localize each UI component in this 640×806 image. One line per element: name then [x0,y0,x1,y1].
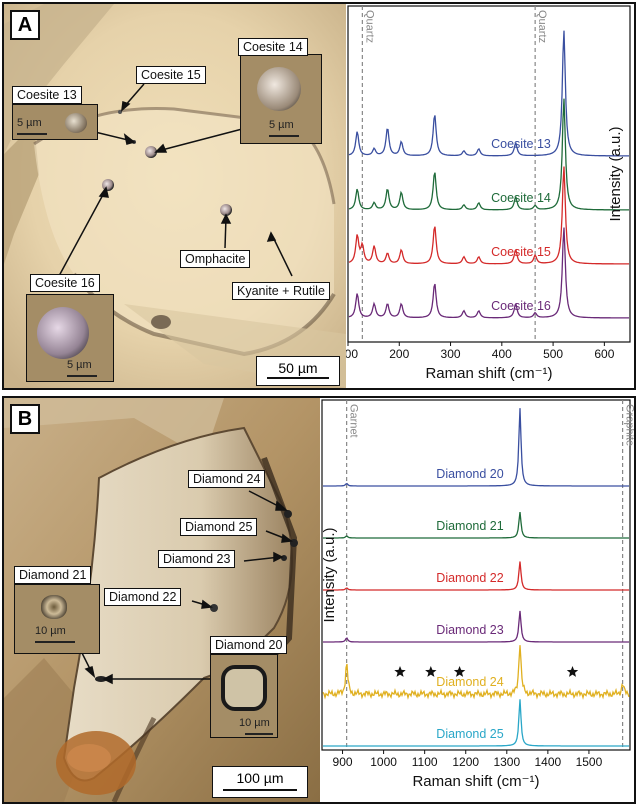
diamond-21-label: Diamond 21 [14,566,92,584]
diamond-21-inset: 10 µm [14,584,100,654]
series-line [323,699,629,747]
diamond-24-label: Diamond 24 [188,470,266,488]
series-line [323,512,629,539]
raman-spectrum-diamond: Garnet Graphite Diamond 20 Diamond 21 Diamon… [320,398,634,802]
panel-b: B Diamond 24 Diamond 25 Diamond 23 Diamo… [2,396,636,804]
coesite-15-label: Coesite 15 [136,66,206,84]
diamond-22-label: Diamond 22 [104,588,182,606]
diamond-20-inset: 10 µm [210,654,278,738]
series-line [323,408,629,487]
x-axis-label: Raman shift (cm⁻¹) [412,773,539,790]
x-tick-label: 400 [492,347,512,361]
coesite-13-inset: 5 µm [12,104,98,140]
x-tick-label: 100 [346,347,358,361]
coesite-16-label: Coesite 16 [30,274,100,292]
diamond-23-label: Diamond 23 [158,550,236,568]
coesite-14-inset: 5 µm [240,54,322,144]
series-line [348,30,629,157]
plot-frame [347,5,631,343]
panel-letter-a: A [10,10,40,40]
x-tick-label: 1300 [493,755,520,769]
series-label: Diamond 25 [436,727,503,741]
y-axis-label: Intensity (a.u.) [607,126,624,221]
raman-spectrum-coesite: Quartz Quartz Coesite 13 Coesite 14 Coesite … [346,4,634,388]
reference-label: Garnet [348,404,360,438]
diamond-20-label: Diamond 20 [210,636,288,654]
x-tick-label: 300 [441,347,461,361]
x-axis-label: Raman shift (cm⁻¹) [425,365,552,382]
scale-label: 10 µm [35,625,66,637]
plot-frame [321,399,631,751]
x-tick-label: 1200 [452,755,479,769]
series-label: Diamond 21 [436,519,503,533]
scale-label: 10 µm [239,717,270,729]
scale-label: 5 µm [67,359,92,371]
x-tick-label: 500 [543,347,563,361]
star-marker [425,666,437,677]
scale-bar-a: 50 µm [256,356,340,386]
x-tick-label: 1400 [535,755,562,769]
series-line [322,645,630,700]
scale-bar-line [223,789,297,791]
coesite-14-label: Coesite 14 [238,38,308,56]
series-line [323,561,629,591]
scale-bar-b: 100 µm [212,766,308,798]
scale-line [67,375,97,377]
series-label: Coesite 13 [491,137,551,151]
reference-label: Quartz [536,10,548,43]
kyanite-rutile-label: Kyanite + Rutile [232,282,330,300]
series-label: Coesite 16 [491,299,551,313]
x-tick-label: 900 [333,755,353,769]
coesite-13-label: Coesite 13 [12,86,82,104]
diamond-25-label: Diamond 25 [180,518,258,536]
scale-line [35,641,75,643]
series-line [348,98,629,211]
scale-bar-line [267,377,329,379]
x-tick-label: 1500 [576,755,603,769]
series-line [323,610,629,643]
scale-bar-label: 50 µm [278,360,318,376]
scale-bar-label: 100 µm [236,770,284,786]
y-axis-label: Intensity (a.u.) [321,527,338,622]
series-label: Coesite 14 [491,191,551,205]
reference-label: Quartz [363,10,375,43]
x-tick-label: 200 [389,347,409,361]
x-tick-label: 1100 [412,755,438,769]
scale-line [269,135,299,137]
star-marker [394,666,406,677]
series-label: Coesite 15 [491,245,551,259]
scale-line [245,733,273,735]
series-label: Diamond 23 [436,623,503,637]
star-marker [566,666,579,677]
star-marker [453,666,466,677]
scale-label: 5 µm [269,119,294,131]
panel-letter-b: B [10,404,40,434]
series-label: Diamond 24 [436,675,503,689]
series-label: Diamond 20 [436,467,503,481]
series-line [348,166,629,265]
scale-label: 5 µm [17,117,42,129]
coesite-16-inset: 5 µm [26,294,114,382]
omphacite-label: Omphacite [180,250,251,268]
scale-line [17,133,47,135]
x-tick-label: 600 [594,347,614,361]
series-label: Diamond 22 [436,571,503,585]
x-tick-label: 1000 [370,755,397,769]
reference-label: Graphite [624,404,634,446]
panel-a: A 5 µm Coesite 13 5 µm Coesite 14 Coesit… [2,2,636,390]
series-line [348,227,629,319]
